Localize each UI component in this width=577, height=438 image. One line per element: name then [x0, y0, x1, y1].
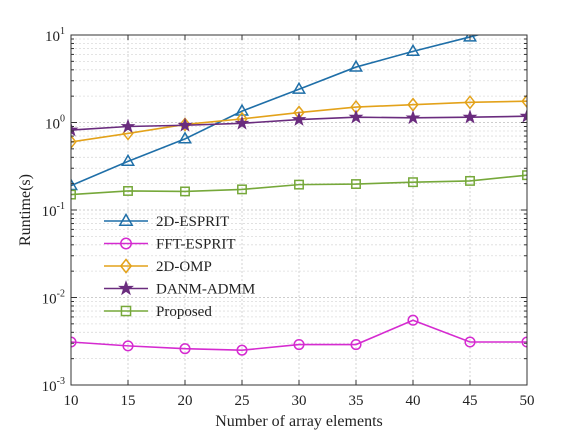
diamond-marker	[464, 95, 476, 110]
y-tick-label: 100	[45, 114, 65, 133]
star-marker	[519, 108, 527, 123]
series-danm-admm	[71, 108, 527, 137]
y-tick-label: 10-1	[42, 201, 65, 220]
star-marker	[348, 109, 364, 124]
series-layer	[71, 35, 527, 356]
y-tick-exponent: 1	[60, 26, 65, 37]
legend-label: 2D-ESPRIT	[156, 214, 229, 230]
y-axis-title: Runtime(s)	[17, 174, 34, 246]
y-tick-base: 10	[45, 29, 60, 45]
x-tick-label: 20	[178, 393, 193, 409]
diamond-marker	[71, 134, 77, 150]
circle-marker	[521, 336, 527, 348]
star-marker	[177, 117, 193, 132]
square-marker	[123, 186, 133, 196]
square-marker	[237, 184, 247, 195]
x-tick-label: 40	[406, 393, 421, 409]
circle-marker	[120, 237, 132, 250]
y-tick-exponent: -3	[57, 376, 65, 387]
triangle-marker	[118, 212, 134, 226]
x-tick-label: 30	[292, 393, 307, 409]
triangle-marker	[178, 131, 192, 144]
diamond-marker	[119, 258, 133, 274]
star-marker	[71, 122, 79, 137]
triangle-marker	[71, 178, 78, 191]
legend-label: FFT-ESPRIT	[156, 237, 235, 253]
square-marker	[294, 179, 304, 190]
circle-marker	[236, 344, 248, 356]
y-tick-label: 10-3	[42, 376, 65, 395]
legend-label: 2D-OMP	[156, 259, 212, 275]
y-tick-label: 10-2	[42, 289, 65, 308]
legend: 2D-ESPRIT FFT-ESPRIT 2D-OMP DANM-ADMM Propos…	[104, 212, 255, 320]
circle-marker	[293, 338, 305, 351]
series-line	[71, 174, 527, 196]
y-tick-exponent: -2	[57, 289, 65, 300]
diamond-marker	[521, 94, 527, 109]
y-tick-label: 101	[45, 26, 65, 45]
legend-label: Proposed	[156, 304, 212, 320]
star-marker	[462, 109, 478, 124]
circle-marker	[350, 338, 362, 351]
x-axis-title: Number of array elements	[215, 413, 382, 430]
triangle-marker	[406, 43, 420, 57]
star-marker	[120, 118, 136, 133]
y-tick-base: 10	[42, 379, 57, 395]
square-marker	[351, 179, 361, 189]
legend-item: 2D-OMP	[104, 258, 212, 275]
x-tick-label: 10	[64, 393, 79, 409]
circle-marker	[407, 314, 419, 326]
legend-item: Proposed	[104, 304, 212, 320]
star-marker	[405, 110, 421, 125]
circle-marker	[464, 336, 476, 348]
x-tick-label: 50	[520, 393, 535, 409]
series-fft-esprit	[71, 314, 527, 356]
circle-marker	[122, 340, 134, 352]
series-line	[71, 319, 527, 351]
series-2d-esprit	[71, 35, 481, 191]
triangle-marker	[349, 59, 363, 72]
x-tick-label: 15	[121, 393, 136, 409]
triangle-marker	[463, 35, 477, 42]
series-line	[71, 35, 481, 187]
tick-marks	[70, 34, 528, 386]
circle-marker	[71, 336, 77, 348]
square-marker	[180, 186, 190, 197]
y-tick-base: 10	[42, 204, 57, 220]
grid-lines	[70, 34, 528, 386]
y-tick-exponent: 0	[60, 114, 65, 125]
x-tick-label: 35	[349, 393, 364, 409]
legend-item: FFT-ESPRIT	[104, 237, 235, 253]
triangle-marker	[121, 153, 135, 166]
y-tick-base: 10	[45, 117, 60, 133]
x-tick-label: 25	[235, 393, 250, 409]
legend-item: 2D-ESPRIT	[104, 212, 229, 230]
y-tick-exponent: -1	[57, 201, 65, 212]
square-marker	[120, 305, 132, 317]
square-marker	[465, 175, 475, 186]
x-tick-labels: 10 15 20 25 30 35 40 45 50	[64, 393, 535, 409]
triangle-marker	[235, 103, 249, 116]
y-tick-base: 10	[42, 292, 57, 308]
square-marker	[408, 177, 418, 188]
star-marker	[234, 115, 250, 130]
circle-marker	[179, 343, 191, 355]
diamond-marker	[179, 117, 191, 132]
star-marker	[291, 111, 307, 126]
x-tick-label: 45	[463, 393, 478, 409]
star-marker	[118, 280, 134, 296]
legend-item: DANM-ADMM	[104, 280, 255, 298]
triangle-marker	[292, 81, 306, 94]
legend-label: DANM-ADMM	[156, 282, 255, 298]
